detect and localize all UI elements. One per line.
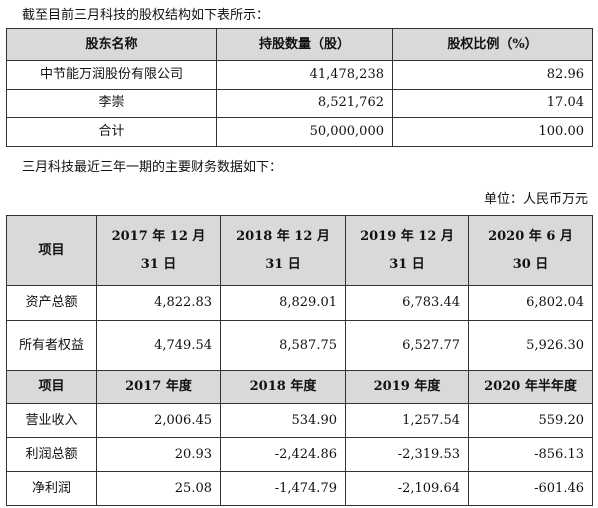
header-cell: 2019 年 12 月 31 日	[345, 215, 469, 286]
header-cell: 2020 年半年度	[468, 370, 593, 404]
header-cell: 2019 年度	[345, 370, 469, 404]
cell: 25.08	[96, 471, 221, 506]
cell: 8,521,762	[216, 88, 393, 118]
cell: 100.00	[392, 117, 593, 147]
header-cell: 2017 年度	[96, 370, 221, 404]
cell: -856.13	[468, 437, 593, 472]
cell: 82.96	[392, 60, 593, 90]
header-cell: 持股数量（股）	[216, 28, 393, 61]
header-cell: 股权比例（%）	[392, 28, 593, 61]
header-cell: 股东名称	[6, 28, 217, 61]
unit: 单位：人民币万元	[483, 192, 588, 207]
header-cell: 2018 年度	[220, 370, 346, 404]
cell: 559.20	[468, 403, 593, 438]
cell: 营业收入	[6, 403, 97, 438]
cell: 1,257.54	[345, 403, 469, 438]
header-cell: 2020 年 6 月 30 日	[468, 215, 593, 286]
intro: 截至目前三月科技的股权结构如下表所示：	[22, 8, 270, 23]
header-cell: 项目	[6, 215, 97, 286]
cell: 4,822.83	[96, 285, 221, 321]
cell: 17.04	[392, 88, 593, 118]
cell: 5,926.30	[468, 320, 593, 371]
cell: 4,749.54	[96, 320, 221, 371]
cell: 合计	[6, 117, 217, 147]
cell: 利润总额	[6, 437, 97, 472]
cell: 6,783.44	[345, 285, 469, 321]
cell: -601.46	[468, 471, 593, 506]
intro2: 三月科技最近三年一期的主要财务数据如下：	[22, 160, 283, 175]
cell: 6,527.77	[345, 320, 469, 371]
header-cell: 2018 年 12 月 31 日	[220, 215, 346, 286]
cell: 2,006.45	[96, 403, 221, 438]
cell: 41,478,238	[216, 60, 393, 90]
cell: 534.90	[220, 403, 346, 438]
cell: -1,474.79	[220, 471, 346, 506]
cell: 8,587.75	[220, 320, 346, 371]
header-cell: 2017 年 12 月 31 日	[96, 215, 221, 286]
cell: 所有者权益	[6, 320, 97, 371]
cell: -2,109.64	[345, 471, 469, 506]
header-cell: 项目	[6, 370, 97, 404]
cell: 李崇	[6, 88, 217, 118]
cell: 净利润	[6, 471, 97, 506]
cell: 中节能万润股份有限公司	[6, 60, 217, 90]
cell: -2,319.53	[345, 437, 469, 472]
cell: 资产总额	[6, 285, 97, 321]
cell: 8,829.01	[220, 285, 346, 321]
cell: 50,000,000	[216, 117, 393, 147]
cell: -2,424.86	[220, 437, 346, 472]
cell: 20.93	[96, 437, 221, 472]
cell: 6,802.04	[468, 285, 593, 321]
